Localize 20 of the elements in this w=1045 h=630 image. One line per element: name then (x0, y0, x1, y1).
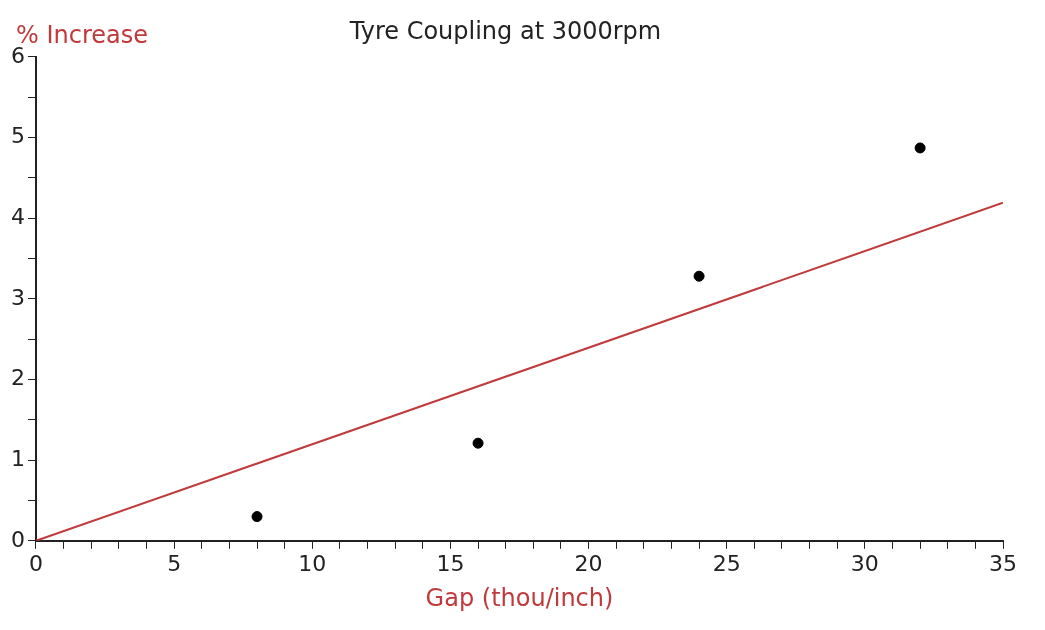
x-tick-label: 0 (29, 550, 43, 576)
x-tick-label: 25 (712, 550, 741, 576)
point (251, 511, 263, 523)
x-axis-title: Gap (thou/inch) (425, 583, 614, 612)
x-tick-label: 15 (436, 550, 465, 576)
point (693, 270, 705, 282)
y-tick-label: 2 (11, 365, 25, 391)
y-tick-label: 0 (11, 526, 25, 552)
y-tick-label: 5 (11, 123, 25, 149)
x-tick-label: 35 (989, 550, 1017, 576)
chart-title: Tyre Coupling at 3000rpm (348, 16, 662, 45)
point (914, 142, 926, 154)
x-tick-label: 5 (167, 550, 182, 576)
x-tick-label: 20 (574, 550, 603, 576)
y-tick-label: 3 (11, 284, 25, 310)
x-tick-label: 30 (850, 550, 879, 576)
x-tick-label: 10 (298, 550, 327, 576)
y-tick-label: 4 (11, 203, 25, 229)
y-tick-label: 1 (11, 445, 25, 471)
point (472, 437, 484, 449)
